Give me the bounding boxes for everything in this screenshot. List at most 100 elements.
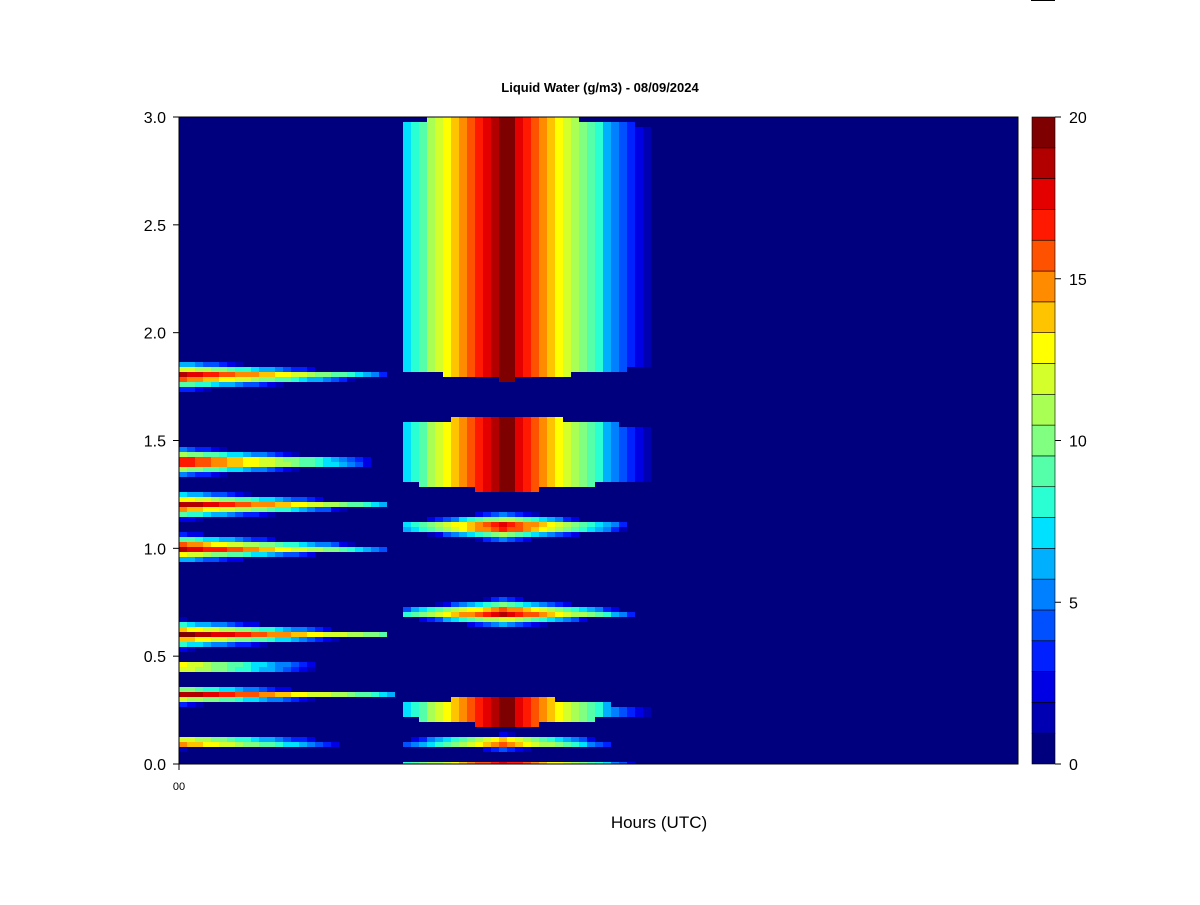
heatmap-cell [587, 357, 595, 362]
heatmap-cell [451, 437, 459, 442]
heatmap-cell [579, 172, 587, 177]
heatmap-cell [507, 487, 515, 492]
heatmap-cell [523, 162, 531, 167]
heatmap-cell [459, 707, 467, 712]
heatmap-cell [523, 127, 531, 132]
heatmap-cell [523, 282, 531, 287]
heatmap-cell [467, 257, 475, 262]
heatmap-cell [427, 207, 435, 212]
heatmap-cell [531, 707, 539, 712]
heatmap-cell [211, 457, 219, 462]
heatmap-cell [507, 117, 515, 122]
heatmap-cell [619, 307, 627, 312]
heatmap-cell [219, 642, 227, 647]
heatmap-cell [491, 177, 499, 182]
heatmap-cell [491, 432, 499, 437]
heatmap-cell [491, 337, 499, 342]
heatmap-cell [483, 477, 491, 482]
heatmap-cell [555, 157, 563, 162]
heatmap-cell [611, 307, 619, 312]
y-tick-label: 1.5 [144, 434, 166, 451]
heatmap-cell [587, 712, 595, 717]
heatmap-cell [627, 232, 635, 237]
heatmap-cell [459, 717, 467, 722]
heatmap-cell [307, 697, 315, 702]
heatmap-cell [499, 442, 507, 447]
heatmap-cell [251, 552, 259, 557]
heatmap-cell [563, 187, 571, 192]
heatmap-cell [619, 477, 627, 482]
heatmap-cell [611, 257, 619, 262]
heatmap-cell [555, 217, 563, 222]
heatmap-cell [603, 427, 611, 432]
heatmap-cell [539, 707, 547, 712]
heatmap-cell [467, 277, 475, 282]
heatmap-cell [435, 197, 443, 202]
heatmap-cell [619, 162, 627, 167]
heatmap-cell [571, 207, 579, 212]
heatmap-cell [355, 547, 363, 552]
heatmap-cell [435, 157, 443, 162]
heatmap-cell [339, 542, 347, 547]
heatmap-cell [611, 212, 619, 217]
heatmap-cell [331, 507, 339, 512]
heatmap-cell [267, 542, 275, 547]
heatmap-cell [515, 742, 523, 747]
heatmap-cell [587, 252, 595, 257]
heatmap-cell [515, 602, 523, 607]
heatmap-cell [531, 362, 539, 367]
heatmap-cell [579, 607, 587, 612]
heatmap-cell [499, 477, 507, 482]
heatmap-cell [627, 337, 635, 342]
heatmap-cell [315, 507, 323, 512]
heatmap-cell [619, 122, 627, 127]
heatmap-cell [323, 377, 331, 382]
heatmap-cell [267, 467, 275, 472]
heatmap-cell [507, 317, 515, 322]
heatmap-cell [491, 522, 499, 527]
heatmap-cell [571, 197, 579, 202]
heatmap-cell [467, 447, 475, 452]
heatmap-cell [411, 477, 419, 482]
heatmap-cell [571, 172, 579, 177]
heatmap-cell [571, 187, 579, 192]
heatmap-cell [539, 212, 547, 217]
heatmap-cell [355, 462, 363, 467]
heatmap-cell [491, 202, 499, 207]
heatmap-cell [187, 462, 195, 467]
heatmap-cell [323, 547, 331, 552]
heatmap-cell [499, 167, 507, 172]
heatmap-cell [467, 367, 475, 372]
heatmap-cell [563, 117, 571, 122]
heatmap-cell [531, 742, 539, 747]
heatmap-cell [475, 177, 483, 182]
heatmap-cell [595, 452, 603, 457]
heatmap-cell [563, 247, 571, 252]
heatmap-cell [611, 472, 619, 477]
heatmap-cell [419, 267, 427, 272]
heatmap-cell [211, 667, 219, 672]
heatmap-cell [531, 302, 539, 307]
heatmap-cell [587, 717, 595, 722]
heatmap-cell [547, 122, 555, 127]
heatmap-cell [499, 267, 507, 272]
heatmap-cell [483, 192, 491, 197]
heatmap-cell [611, 237, 619, 242]
heatmap-cell [211, 622, 219, 627]
heatmap-cell [403, 707, 411, 712]
heatmap-cell [243, 642, 251, 647]
heatmap-cell [491, 252, 499, 257]
heatmap-cell [211, 737, 219, 742]
heatmap-cell [563, 467, 571, 472]
heatmap-cell [459, 312, 467, 317]
heatmap-cell [499, 742, 507, 747]
heatmap-cell [499, 537, 507, 542]
heatmap-cell [219, 497, 227, 502]
heatmap-cell [467, 607, 475, 612]
heatmap-cell [451, 457, 459, 462]
heatmap-cell [475, 527, 483, 532]
heatmap-cell [435, 357, 443, 362]
heatmap-cell [475, 117, 483, 122]
heatmap-cell [491, 187, 499, 192]
heatmap-cell [275, 687, 283, 692]
